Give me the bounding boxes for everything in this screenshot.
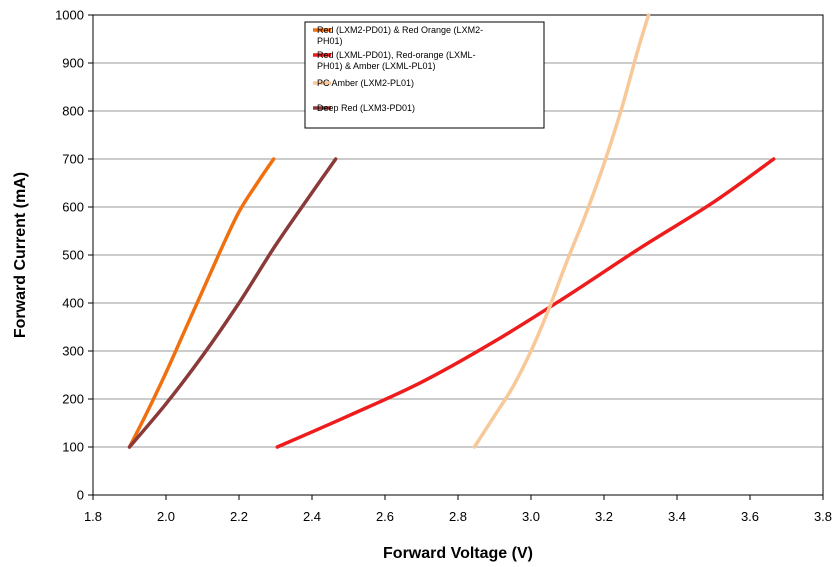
series-line-4 — [127, 157, 338, 449]
legend-label: Red (LXML-PD01), Red-orange (LXML- — [317, 50, 476, 60]
legend-label: PC Amber (LXM2-PL01) — [317, 78, 414, 88]
legend-entry-2: Red (LXML-PD01), Red-orange (LXML-PH01) … — [313, 50, 476, 71]
legend-entry-1: Red (LXM2-PD01) & Red Orange (LXM2-PH01) — [313, 25, 483, 46]
x-tick-label: 2.2 — [230, 509, 248, 524]
x-tick-label: 2.4 — [303, 509, 321, 524]
legend-label: PH01) — [317, 36, 343, 46]
y-tick-label: 500 — [62, 248, 84, 263]
axis-ticks: 0 100 200 300 400 500 600 700 800 900 1000 1.8 2.0 2.… — [55, 8, 832, 525]
y-tick-label: 0 — [77, 488, 84, 503]
y-tick-label: 900 — [62, 56, 84, 71]
series-lines — [127, 13, 776, 449]
y-axis-title: Forward Current (mA) — [12, 172, 29, 338]
y-tick-label: 300 — [62, 344, 84, 359]
series-line-1 — [127, 157, 276, 449]
x-axis-title: Forward Voltage (V) — [383, 545, 533, 562]
legend: Red (LXM2-PD01) & Red Orange (LXM2-PH01)… — [304, 21, 545, 129]
y-tick-label: 100 — [62, 440, 84, 455]
x-tick-label: 3.2 — [595, 509, 613, 524]
y-tick-label: 700 — [62, 152, 84, 167]
series-line-3 — [472, 13, 651, 449]
series-line-2 — [275, 157, 776, 449]
x-tick-label: 3.4 — [668, 509, 686, 524]
legend-label: Deep Red (LXM3-PD01) — [317, 103, 415, 113]
legend-label: PH01) & Amber (LXML-PL01) — [317, 61, 436, 71]
legend-entry-3: PC Amber (LXM2-PL01) — [313, 78, 414, 88]
x-tick-label: 2.6 — [376, 509, 394, 524]
y-tick-label: 1000 — [55, 8, 84, 23]
y-tick-label: 800 — [62, 104, 84, 119]
x-tick-label: 3.6 — [741, 509, 759, 524]
x-tick-label: 1.8 — [84, 509, 102, 524]
x-tick-label: 2.0 — [157, 509, 175, 524]
y-tick-label: 200 — [62, 392, 84, 407]
x-tick-label: 2.8 — [449, 509, 467, 524]
x-tick-label: 3.8 — [814, 509, 832, 524]
legend-box — [304, 21, 545, 129]
y-tick-label: 600 — [62, 200, 84, 215]
legend-label: Red (LXM2-PD01) & Red Orange (LXM2- — [317, 25, 483, 35]
x-tick-label: 3.0 — [522, 509, 540, 524]
legend-entry-4: Deep Red (LXM3-PD01) — [313, 103, 415, 113]
y-tick-label: 400 — [62, 296, 84, 311]
